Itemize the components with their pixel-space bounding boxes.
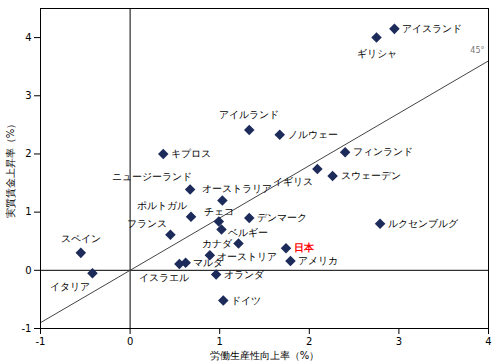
svg-text:-1: -1 (22, 323, 32, 334)
svg-text:カナダ: カナダ (202, 238, 233, 249)
svg-text:1: 1 (217, 336, 223, 347)
svg-text:実質賃金上昇率（%）: 実質賃金上昇率（%） (5, 119, 16, 219)
svg-text:ポルトガル: ポルトガル (137, 200, 187, 211)
svg-text:デンマーク: デンマーク (257, 212, 307, 223)
svg-text:日本: 日本 (294, 242, 315, 253)
svg-text:アイルランド: アイルランド (219, 109, 279, 120)
svg-text:ルクセンブルグ: ルクセンブルグ (388, 218, 459, 229)
svg-text:-1: -1 (36, 336, 46, 347)
svg-text:ベルギー: ベルギー (228, 227, 268, 238)
svg-text:1: 1 (25, 206, 31, 217)
svg-text:チェコ: チェコ (204, 206, 234, 217)
svg-text:フランス: フランス (127, 218, 167, 229)
svg-text:キプロス: キプロス (171, 148, 211, 159)
svg-text:4: 4 (485, 336, 491, 347)
svg-text:フィンランド: フィンランド (353, 146, 413, 157)
svg-text:0: 0 (25, 265, 31, 276)
svg-text:ノルウェー: ノルウェー (288, 129, 338, 140)
svg-text:オーストラリア: オーストラリア (202, 183, 272, 194)
svg-text:2: 2 (25, 148, 31, 159)
svg-text:イギリス: イギリス (273, 176, 313, 187)
svg-text:スウェーデン: スウェーデン (341, 170, 401, 181)
svg-text:ドイツ: ドイツ (231, 295, 261, 306)
svg-text:スペイン: スペイン (61, 233, 101, 244)
svg-text:イスラエル: イスラエル (139, 272, 189, 283)
svg-text:3: 3 (25, 90, 31, 101)
svg-text:オーストリア: オーストリア (217, 251, 277, 262)
svg-text:3: 3 (396, 336, 402, 347)
svg-text:イタリア: イタリア (50, 281, 90, 292)
svg-text:ギリシャ: ギリシャ (357, 48, 397, 59)
svg-text:4: 4 (25, 32, 31, 43)
svg-text:アメリカ: アメリカ (298, 255, 338, 266)
svg-text:2: 2 (306, 336, 312, 347)
svg-text:ニュージーランド: ニュージーランド (112, 171, 192, 182)
svg-text:0: 0 (127, 336, 133, 347)
svg-text:マルタ: マルタ (193, 257, 223, 268)
svg-text:アイスランド: アイスランド (402, 23, 462, 34)
svg-text:45°: 45° (470, 46, 484, 55)
svg-text:労働生産性向上率（%）: 労働生産性向上率（%） (210, 350, 320, 361)
svg-text:オランダ: オランダ (224, 269, 265, 280)
